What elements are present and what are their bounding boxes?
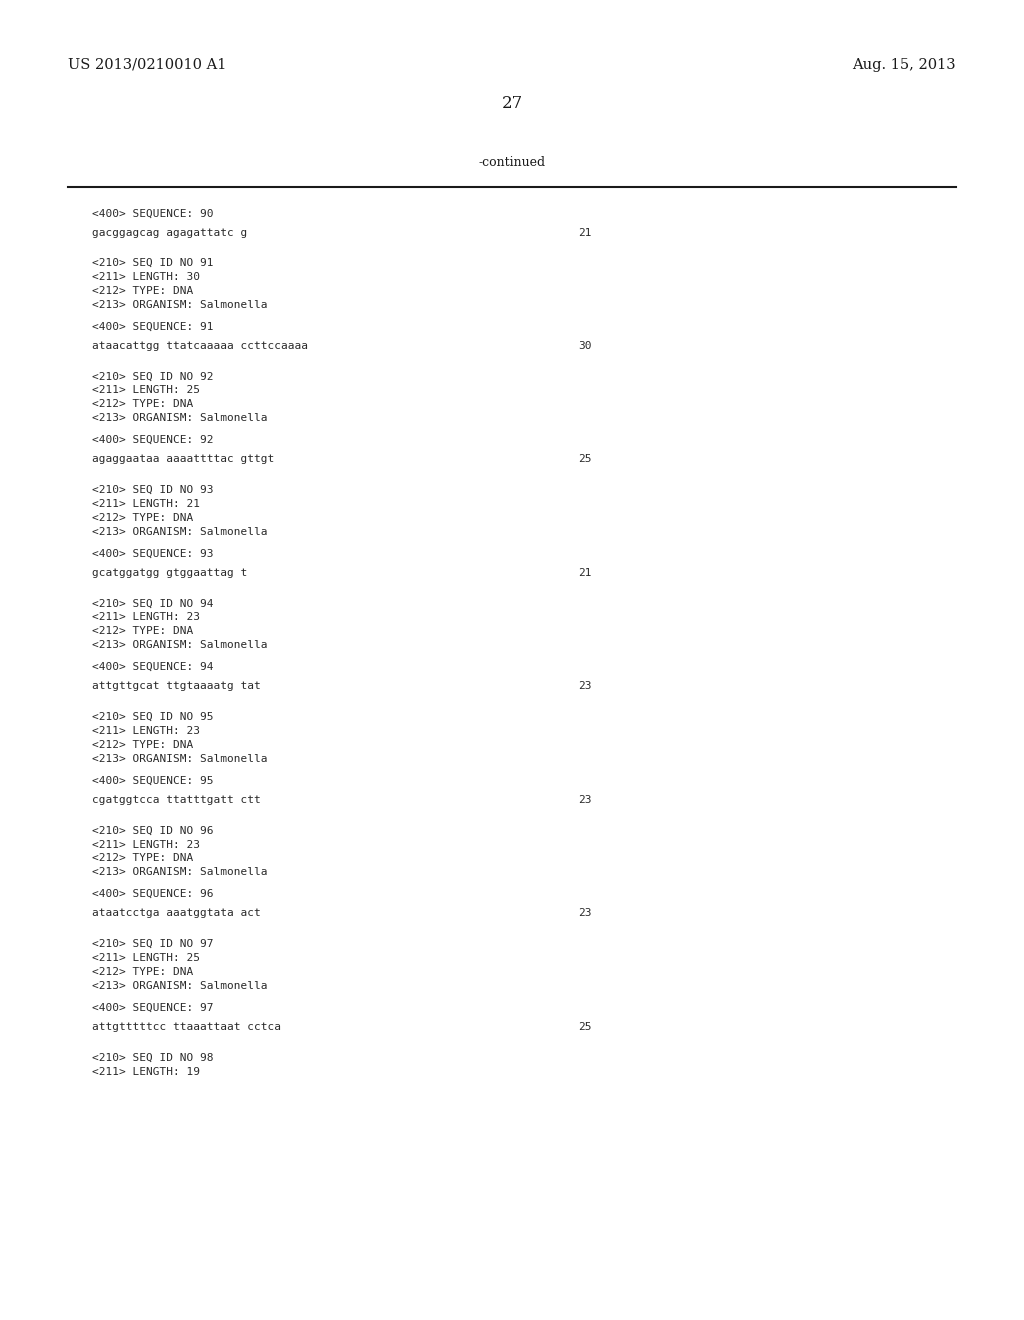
- Text: <210> SEQ ID NO 96: <210> SEQ ID NO 96: [92, 826, 214, 836]
- Text: <213> ORGANISM: Salmonella: <213> ORGANISM: Salmonella: [92, 413, 267, 424]
- Text: <213> ORGANISM: Salmonella: <213> ORGANISM: Salmonella: [92, 754, 267, 764]
- Text: <211> LENGTH: 21: <211> LENGTH: 21: [92, 499, 200, 510]
- Text: 23: 23: [579, 681, 592, 692]
- Text: 27: 27: [502, 95, 522, 111]
- Text: <400> SEQUENCE: 93: <400> SEQUENCE: 93: [92, 549, 214, 558]
- Text: gacggagcag agagattatc g: gacggagcag agagattatc g: [92, 227, 248, 238]
- Text: <213> ORGANISM: Salmonella: <213> ORGANISM: Salmonella: [92, 867, 267, 878]
- Text: ataatcctga aaatggtata act: ataatcctga aaatggtata act: [92, 908, 261, 919]
- Text: <212> TYPE: DNA: <212> TYPE: DNA: [92, 627, 194, 636]
- Text: 25: 25: [579, 454, 592, 465]
- Text: US 2013/0210010 A1: US 2013/0210010 A1: [68, 58, 226, 73]
- Text: <211> LENGTH: 19: <211> LENGTH: 19: [92, 1067, 200, 1077]
- Text: <211> LENGTH: 23: <211> LENGTH: 23: [92, 726, 200, 737]
- Text: <400> SEQUENCE: 90: <400> SEQUENCE: 90: [92, 209, 214, 219]
- Text: <212> TYPE: DNA: <212> TYPE: DNA: [92, 966, 194, 977]
- Text: <212> TYPE: DNA: <212> TYPE: DNA: [92, 286, 194, 296]
- Text: <213> ORGANISM: Salmonella: <213> ORGANISM: Salmonella: [92, 300, 267, 310]
- Text: <400> SEQUENCE: 92: <400> SEQUENCE: 92: [92, 436, 214, 445]
- Text: gcatggatgg gtggaattag t: gcatggatgg gtggaattag t: [92, 568, 248, 578]
- Text: Aug. 15, 2013: Aug. 15, 2013: [852, 58, 956, 73]
- Text: <210> SEQ ID NO 95: <210> SEQ ID NO 95: [92, 713, 214, 722]
- Text: <213> ORGANISM: Salmonella: <213> ORGANISM: Salmonella: [92, 640, 267, 651]
- Text: <213> ORGANISM: Salmonella: <213> ORGANISM: Salmonella: [92, 981, 267, 991]
- Text: <400> SEQUENCE: 94: <400> SEQUENCE: 94: [92, 663, 214, 672]
- Text: <211> LENGTH: 23: <211> LENGTH: 23: [92, 612, 200, 623]
- Text: 25: 25: [579, 1022, 592, 1032]
- Text: 23: 23: [579, 795, 592, 805]
- Text: <400> SEQUENCE: 97: <400> SEQUENCE: 97: [92, 1003, 214, 1012]
- Text: <400> SEQUENCE: 96: <400> SEQUENCE: 96: [92, 890, 214, 899]
- Text: <210> SEQ ID NO 92: <210> SEQ ID NO 92: [92, 372, 214, 381]
- Text: cgatggtcca ttatttgatt ctt: cgatggtcca ttatttgatt ctt: [92, 795, 261, 805]
- Text: <211> LENGTH: 30: <211> LENGTH: 30: [92, 272, 200, 282]
- Text: <213> ORGANISM: Salmonella: <213> ORGANISM: Salmonella: [92, 527, 267, 537]
- Text: <212> TYPE: DNA: <212> TYPE: DNA: [92, 739, 194, 750]
- Text: <212> TYPE: DNA: <212> TYPE: DNA: [92, 512, 194, 523]
- Text: <210> SEQ ID NO 98: <210> SEQ ID NO 98: [92, 1053, 214, 1063]
- Text: 30: 30: [579, 341, 592, 351]
- Text: <212> TYPE: DNA: <212> TYPE: DNA: [92, 854, 194, 863]
- Text: <400> SEQUENCE: 95: <400> SEQUENCE: 95: [92, 776, 214, 785]
- Text: -continued: -continued: [478, 157, 546, 169]
- Text: <211> LENGTH: 25: <211> LENGTH: 25: [92, 953, 200, 964]
- Text: <210> SEQ ID NO 94: <210> SEQ ID NO 94: [92, 599, 214, 609]
- Text: attgttgcat ttgtaaaatg tat: attgttgcat ttgtaaaatg tat: [92, 681, 261, 692]
- Text: <211> LENGTH: 23: <211> LENGTH: 23: [92, 840, 200, 850]
- Text: 23: 23: [579, 908, 592, 919]
- Text: <210> SEQ ID NO 97: <210> SEQ ID NO 97: [92, 940, 214, 949]
- Text: ataacattgg ttatcaaaaa ccttccaaaa: ataacattgg ttatcaaaaa ccttccaaaa: [92, 341, 308, 351]
- Text: <210> SEQ ID NO 93: <210> SEQ ID NO 93: [92, 486, 214, 495]
- Text: <212> TYPE: DNA: <212> TYPE: DNA: [92, 399, 194, 409]
- Text: attgtttttcc ttaaattaat cctca: attgtttttcc ttaaattaat cctca: [92, 1022, 282, 1032]
- Text: <211> LENGTH: 25: <211> LENGTH: 25: [92, 385, 200, 396]
- Text: <400> SEQUENCE: 91: <400> SEQUENCE: 91: [92, 322, 214, 331]
- Text: 21: 21: [579, 227, 592, 238]
- Text: <210> SEQ ID NO 91: <210> SEQ ID NO 91: [92, 259, 214, 268]
- Text: agaggaataa aaaattttac gttgt: agaggaataa aaaattttac gttgt: [92, 454, 274, 465]
- Text: 21: 21: [579, 568, 592, 578]
